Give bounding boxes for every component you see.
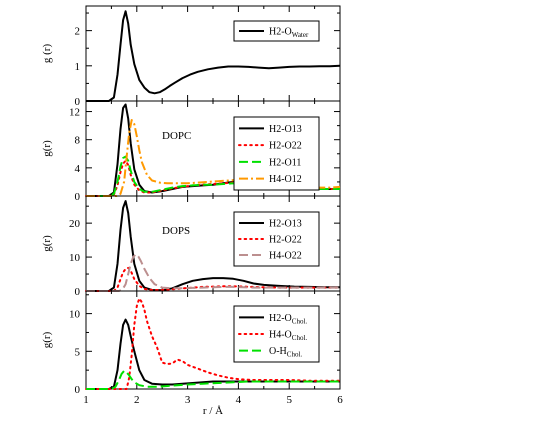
series-line [85, 297, 341, 390]
panel-3: 0 10 20 g(r) DOPS H2-O13 H2-O22 H4-O22 [41, 195, 341, 298]
y-axis-label: g (r) [41, 44, 53, 64]
legend: H2-O13 H2-O22 H4-O22 [233, 211, 320, 267]
legend: H2-O13 H2-O22 H2-O11 H4-O12 [233, 116, 320, 191]
y-tick-label: 0 [75, 286, 81, 298]
legend-entry: H2-O22 [269, 141, 302, 152]
legend-entry: H4-O12 [269, 174, 302, 185]
y-axis-label: g(r) [41, 235, 53, 252]
legend-entry: H2-O22 [269, 235, 302, 246]
series-line [86, 369, 340, 390]
legend-entry: H2-O13 [269, 219, 302, 230]
y-tick-label: 10 [69, 252, 81, 264]
legend-entry-subscript: Chol. [292, 334, 308, 342]
panel-annotation: DOPS [162, 225, 190, 237]
legend-box [233, 305, 320, 363]
legend-entry-subscript: Chol. [292, 317, 308, 325]
x-axis-label: r / Å [203, 405, 223, 417]
x-tick-label: 1 [83, 394, 89, 406]
y-tick-label: 5 [75, 346, 81, 358]
y-tick-label: 10 [69, 309, 81, 321]
y-tick-label: 2 [75, 26, 81, 38]
panel-4: 0 5 10 g(r) 1 2 3 4 5 6 H2-OChol.H4-OChol.O-HChol. [41, 290, 343, 406]
panel-2: 0 4 8 12 g(r) DOPC H2-O13 H2-O22 H2-O11 H4-O12 [41, 100, 341, 203]
x-tick-label: 2 [134, 394, 140, 406]
y-axis-label: g(r) [41, 331, 53, 348]
y-tick-label: 4 [75, 163, 81, 175]
series-line [86, 200, 340, 292]
legend-entry: H2-O11 [269, 157, 301, 168]
y-tick-label: 1 [75, 61, 81, 73]
x-tick-label: 5 [286, 394, 292, 406]
x-tick-label: 6 [337, 394, 343, 406]
y-tick-label: 12 [69, 107, 80, 119]
plot-frame [85, 5, 341, 102]
y-tick-label: 20 [69, 218, 81, 230]
legend-box [233, 211, 320, 267]
y-tick-label: 8 [75, 135, 81, 147]
y-tick-label: 0 [75, 384, 81, 396]
legend-entry-subscript: Chol. [287, 351, 303, 359]
panel-annotation: DOPC [162, 130, 191, 142]
y-axis-label: g(r) [41, 140, 53, 157]
series-line [86, 10, 341, 102]
y-tick-label: 0 [75, 191, 81, 203]
legend-entry: H2-O13 [269, 124, 302, 135]
series-line [86, 253, 340, 292]
x-tick-label: 3 [185, 394, 191, 406]
x-tick-label: 4 [236, 394, 242, 406]
legend-box [233, 20, 320, 42]
legend-entry-subscript: Water [292, 31, 309, 39]
y-tick-label: 0 [75, 96, 81, 108]
legend: H2-OWater [233, 20, 320, 42]
legend-entry: H4-O22 [269, 251, 302, 262]
legend: H2-OChol.H4-OChol.O-HChol. [233, 305, 320, 363]
panel-1: 0 1 2 g (r) H2-OWater [41, 5, 341, 108]
